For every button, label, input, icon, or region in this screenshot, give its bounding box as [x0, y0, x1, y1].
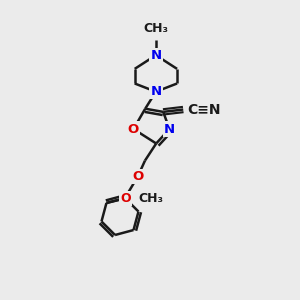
Text: N: N	[150, 49, 161, 62]
Text: C≡N: C≡N	[187, 103, 220, 116]
Text: O: O	[120, 192, 130, 205]
Text: N: N	[150, 85, 161, 98]
Text: O: O	[132, 170, 143, 183]
Text: CH₃: CH₃	[143, 22, 168, 35]
Text: CH₃: CH₃	[138, 192, 163, 205]
Text: O: O	[128, 122, 139, 136]
Text: N: N	[164, 122, 175, 136]
